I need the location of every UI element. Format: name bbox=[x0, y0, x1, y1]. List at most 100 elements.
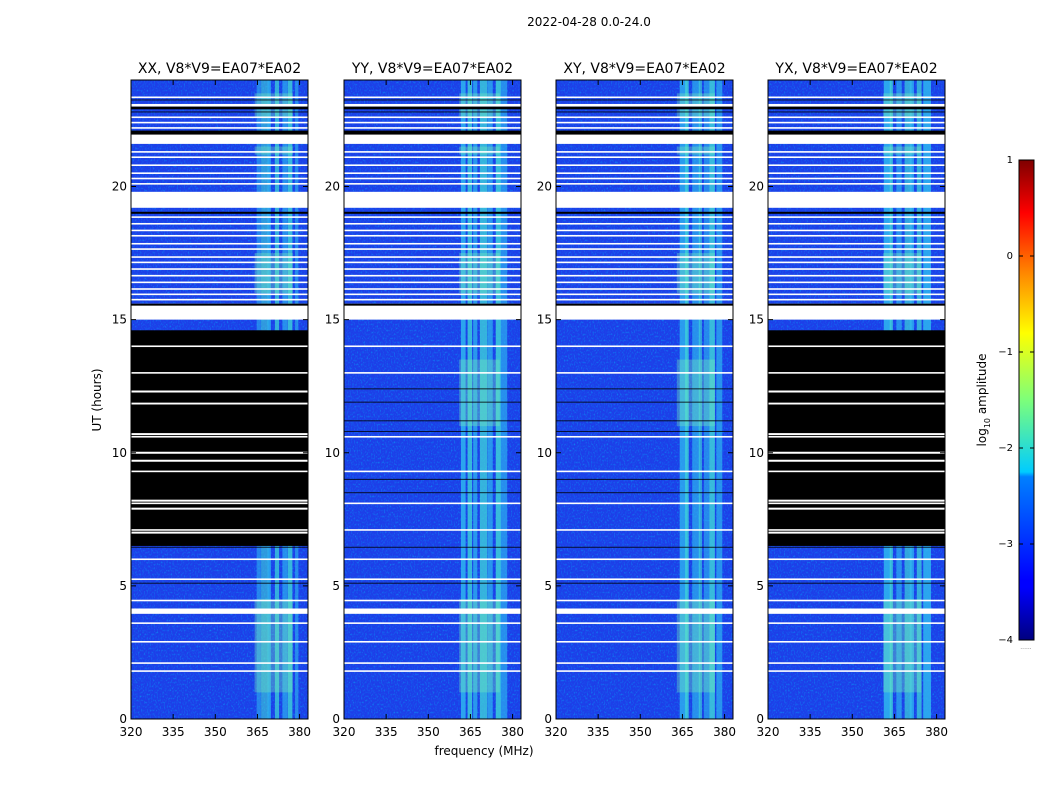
flagged-line bbox=[768, 274, 945, 277]
flagged-line bbox=[131, 242, 308, 245]
flagged-line bbox=[768, 116, 945, 119]
flagged-line-dark bbox=[556, 420, 733, 422]
y-tick-label: 10 bbox=[325, 446, 340, 460]
flagged-line-dark bbox=[131, 99, 308, 101]
no-data-gap bbox=[344, 608, 521, 614]
flagged-line bbox=[768, 151, 945, 153]
flagged-block-gap bbox=[768, 433, 945, 436]
no-data-gap bbox=[556, 191, 733, 208]
flagged-line bbox=[768, 121, 945, 124]
flagged-line-dark bbox=[768, 388, 945, 390]
flagged-line bbox=[768, 229, 945, 232]
flagged-line bbox=[344, 662, 521, 664]
flagged-line bbox=[131, 248, 308, 250]
y-tick-label: 10 bbox=[112, 446, 127, 460]
flagged-line bbox=[768, 345, 945, 348]
flagged-line bbox=[344, 183, 521, 185]
flagged-stripe bbox=[131, 303, 308, 306]
no-data-gap bbox=[556, 608, 733, 614]
flagged-line bbox=[768, 177, 945, 180]
rfi-patch bbox=[459, 253, 500, 293]
rfi-column bbox=[487, 80, 493, 719]
flagged-line bbox=[131, 435, 308, 438]
flagged-block-gap bbox=[768, 507, 945, 510]
flagged-line bbox=[131, 177, 308, 180]
flagged-block-gap bbox=[768, 402, 945, 405]
flagged-line bbox=[556, 96, 733, 99]
flagged-line-dark bbox=[131, 582, 308, 584]
flagged-line bbox=[768, 640, 945, 643]
flagged-line bbox=[131, 293, 308, 296]
y-tick-label: 20 bbox=[537, 180, 552, 194]
flagged-line bbox=[344, 435, 521, 438]
flagged-block-gap bbox=[131, 499, 308, 502]
flagged-line bbox=[131, 298, 308, 301]
y-tick-label: 15 bbox=[325, 313, 340, 327]
flagged-line bbox=[556, 256, 733, 258]
y-tick-label: 0 bbox=[756, 712, 764, 726]
flagged-line bbox=[556, 261, 733, 264]
y-tick-label: 20 bbox=[112, 180, 127, 194]
flagged-line-dark bbox=[131, 401, 308, 403]
x-tick-label: 320 bbox=[120, 725, 143, 739]
flagged-line bbox=[131, 216, 308, 218]
flagged-stripe bbox=[344, 211, 521, 214]
x-tick-label: 335 bbox=[587, 725, 610, 739]
flagged-line-dark bbox=[344, 546, 521, 548]
flagged-line-dark bbox=[556, 492, 733, 494]
flagged-line bbox=[344, 281, 521, 284]
x-axis-label: frequency (MHz) bbox=[434, 744, 533, 758]
flagged-line bbox=[131, 222, 308, 225]
no-data-gap bbox=[131, 303, 308, 320]
flagged-block-gap bbox=[131, 433, 308, 436]
flagged-line-dark bbox=[556, 478, 733, 480]
flagged-line bbox=[344, 222, 521, 225]
flagged-stripe bbox=[344, 303, 521, 306]
rfi-patch bbox=[254, 253, 293, 293]
flagged-line bbox=[768, 222, 945, 225]
flagged-line bbox=[344, 216, 521, 218]
rfi-column bbox=[679, 80, 687, 719]
flagged-line bbox=[556, 558, 733, 561]
flagged-line bbox=[768, 298, 945, 301]
colorbar-label-amplitude: amplitude bbox=[975, 354, 989, 418]
flagged-stripe bbox=[768, 130, 945, 135]
flagged-line bbox=[556, 248, 733, 250]
flagged-line bbox=[131, 183, 308, 185]
flagged-line-dark bbox=[344, 111, 521, 113]
flagged-line-dark bbox=[556, 111, 733, 113]
panel-frame bbox=[343, 79, 522, 720]
flagged-line bbox=[556, 529, 733, 531]
y-tick-label: 5 bbox=[544, 579, 552, 593]
flagged-line bbox=[556, 172, 733, 174]
panel-frame bbox=[767, 79, 946, 720]
rfi-patch bbox=[459, 359, 500, 427]
flagged-line bbox=[768, 261, 945, 264]
x-tick-label: 335 bbox=[375, 725, 398, 739]
y-tick-label: 0 bbox=[332, 712, 340, 726]
panel-title: YX, V8*V9=EA07*EA02 bbox=[774, 61, 937, 77]
flagged-line bbox=[344, 470, 521, 473]
flagged-line bbox=[131, 529, 308, 531]
flagged-line bbox=[556, 234, 733, 237]
x-tick-label: 365 bbox=[671, 725, 694, 739]
flagged-block-gap bbox=[768, 499, 945, 502]
panel-3: XY, V8*V9=EA07*EA02 320 335 350 365 380 0 5 10 15… bbox=[537, 61, 736, 739]
rfi-patch bbox=[676, 599, 716, 693]
no-data-gap bbox=[556, 133, 733, 144]
x-tick-label: 380 bbox=[288, 725, 311, 739]
flagged-line bbox=[556, 183, 733, 185]
flagged-line bbox=[556, 640, 733, 643]
y-tick-label: 0 bbox=[544, 712, 552, 726]
flagged-line bbox=[768, 164, 945, 166]
flagged-line bbox=[131, 281, 308, 284]
flagged-line bbox=[556, 435, 733, 438]
flagged-line bbox=[556, 293, 733, 296]
panel-frame bbox=[555, 79, 734, 720]
colorbar-label-log: log bbox=[975, 428, 989, 446]
flagged-line bbox=[344, 529, 521, 531]
flagged-line bbox=[768, 281, 945, 284]
flagged-line bbox=[344, 116, 521, 119]
